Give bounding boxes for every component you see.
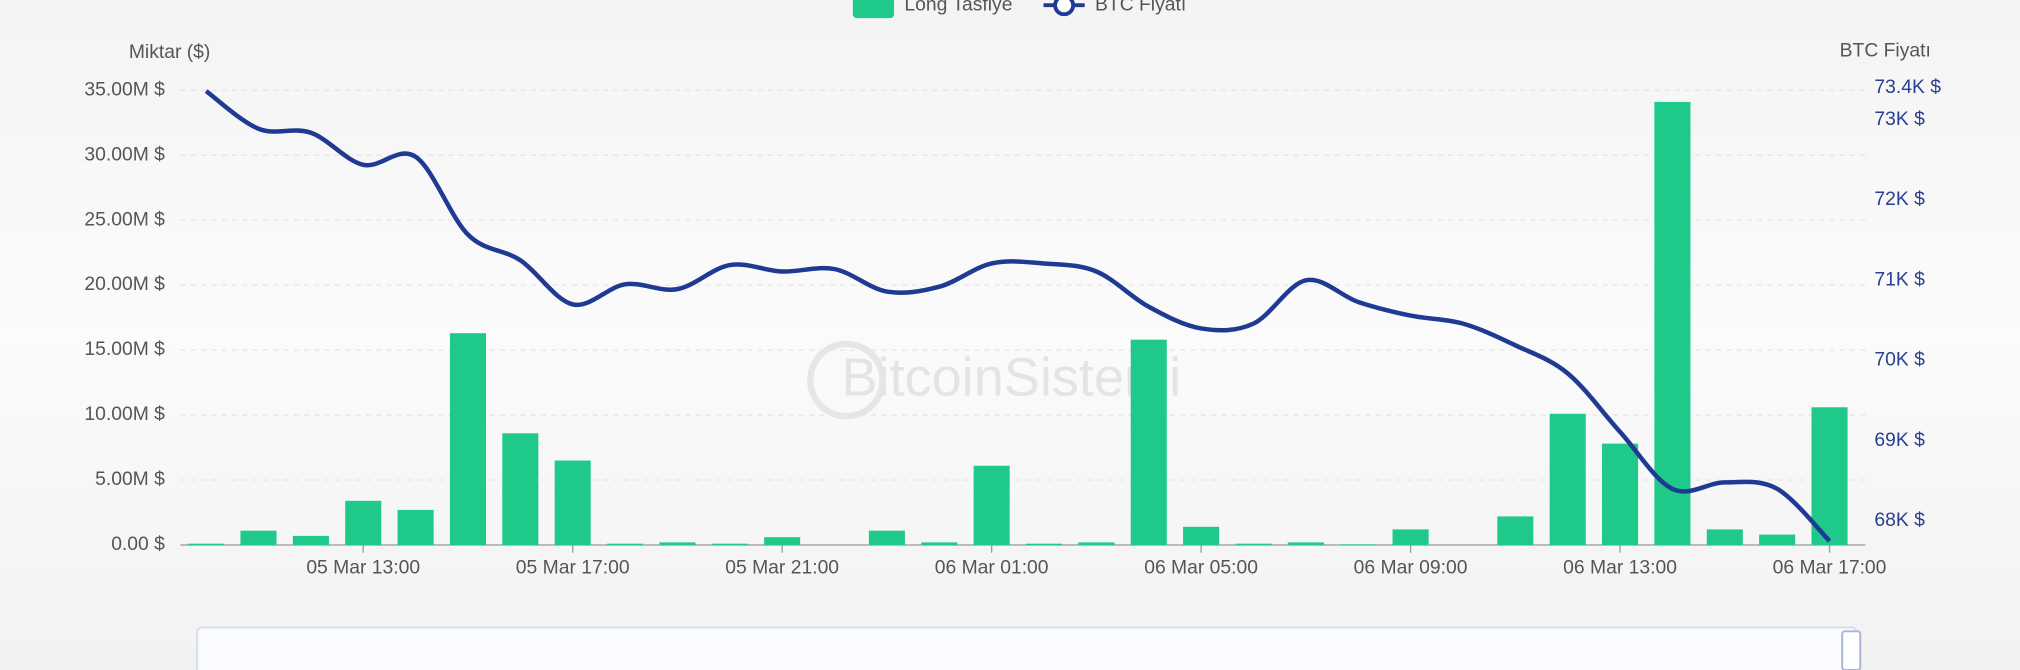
bar: [397, 509, 434, 545]
legend: Long Tasfiye BTC Fiyatı: [852, 0, 1186, 19]
y-tick-label: 20.00M $: [84, 274, 165, 295]
bar: [449, 333, 486, 545]
slider[interactable]: [196, 626, 1862, 670]
bar: [240, 530, 277, 545]
x-tick-label: 06 Mar 09:00: [1354, 557, 1468, 578]
legend-label: Long Tasfiye: [904, 0, 1012, 15]
bar: [1706, 529, 1743, 545]
bar: [1497, 516, 1534, 545]
bar: [1183, 526, 1220, 545]
y2-tick-label: 73K $: [1874, 109, 1925, 130]
bar: [1759, 534, 1796, 545]
bar: [502, 433, 539, 545]
bar: [554, 460, 591, 545]
zoom-slider[interactable]: [196, 626, 1858, 670]
bar: [1235, 543, 1272, 545]
x-tick-label: 06 Mar 13:00: [1563, 557, 1677, 578]
watermark-logo: [807, 340, 886, 420]
y2-tick-label: 71K $: [1874, 269, 1925, 290]
y-tick-label: 10.00M $: [84, 404, 165, 425]
x-tick-label: 06 Mar 17:00: [1773, 557, 1887, 578]
x-tick-label: 06 Mar 05:00: [1144, 557, 1258, 578]
y2-tick-label: 70K $: [1874, 350, 1925, 371]
bar: [1287, 542, 1324, 545]
y2-tick-label: 69K $: [1874, 430, 1925, 451]
bar: [188, 543, 225, 545]
legend-swatch: [852, 0, 895, 19]
y-tick-label: 25.00M $: [84, 209, 165, 230]
legend-label: BTC Fiyatı: [1095, 0, 1186, 15]
legend-marker: [1053, 0, 1076, 17]
x-tick-label: 05 Mar 17:00: [516, 557, 630, 578]
y-tick-label: 5.00M $: [95, 469, 165, 490]
y-axis-title: Miktar ($): [129, 42, 211, 63]
bar: [921, 542, 958, 545]
bar: [1025, 543, 1063, 545]
y2-tick-label: 73.4K $: [1874, 77, 1941, 98]
y-tick-label: 15.00M $: [84, 339, 165, 360]
watermark: BitcoinSistemi: [841, 348, 1181, 408]
bar: [711, 543, 748, 545]
bar: [1549, 413, 1586, 545]
slider-handle[interactable]: [1841, 630, 1862, 670]
y-tick-label: 35.00M $: [84, 79, 165, 100]
bar: [764, 537, 801, 545]
bar: [1130, 339, 1167, 545]
bar: [1078, 542, 1115, 545]
x-tick-label: 05 Mar 21:00: [725, 557, 839, 578]
bar: [659, 542, 696, 545]
y2-tick-label: 68K $: [1874, 510, 1925, 531]
bar: [973, 465, 1010, 545]
x-tick-label: 06 Mar 01:00: [935, 557, 1049, 578]
x-tick-label: 05 Mar 13:00: [306, 557, 420, 578]
price-line: [204, 89, 1832, 543]
bar: [1602, 443, 1639, 545]
y-tick-label: 30.00M $: [84, 144, 165, 165]
y-tick-label: 0.00 $: [111, 534, 165, 555]
y2-tick-label: 72K $: [1874, 189, 1925, 210]
bar: [868, 530, 905, 545]
bar: [607, 543, 644, 545]
bar: [1654, 101, 1691, 545]
bar: [345, 500, 382, 545]
bar: [1340, 544, 1377, 545]
bar: [1811, 407, 1848, 545]
bar: [1392, 529, 1429, 545]
bar: [292, 535, 329, 545]
y2-axis-title: BTC Fiyatı: [1840, 41, 1931, 62]
